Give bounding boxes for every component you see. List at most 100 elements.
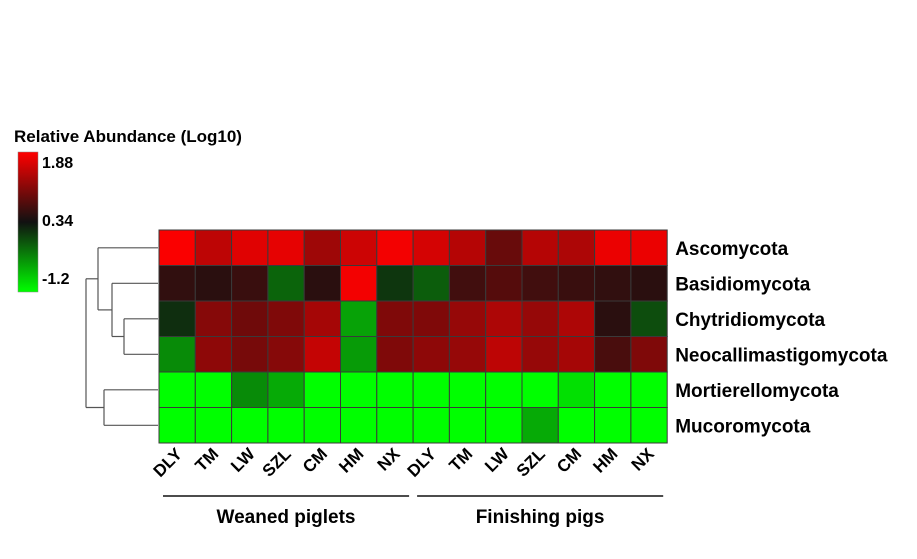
heatmap-cell bbox=[194, 229, 233, 266]
row-dendrogram bbox=[85, 247, 158, 426]
heatmap-cell bbox=[340, 407, 378, 444]
group-label: Finishing pigs bbox=[476, 507, 605, 528]
heatmap-cell bbox=[557, 407, 596, 444]
colorbar-tick-mid: 0.34 bbox=[42, 213, 73, 230]
heatmap-cell bbox=[267, 229, 305, 266]
column-label: HM bbox=[335, 444, 367, 476]
heatmap-cell bbox=[594, 371, 632, 408]
group-brackets: Weaned piglets Finishing pigs bbox=[163, 495, 664, 528]
heatmap-cell bbox=[557, 300, 596, 337]
heatmap-cell bbox=[594, 407, 632, 444]
heatmap-cell bbox=[594, 265, 632, 302]
heatmap-cell bbox=[376, 407, 414, 444]
heatmap-cell bbox=[485, 407, 523, 444]
row-label: Neocallimastigomycota bbox=[675, 345, 888, 366]
column-label: HM bbox=[589, 444, 621, 476]
heatmap-cell bbox=[485, 371, 523, 408]
heatmap-cell bbox=[412, 407, 450, 444]
heatmap-cell bbox=[412, 336, 450, 373]
column-label: SZL bbox=[259, 444, 295, 480]
heatmap-cell bbox=[521, 300, 559, 337]
heatmap-cell bbox=[267, 371, 305, 408]
heatmap-cell bbox=[267, 300, 305, 337]
heatmap-cell bbox=[521, 229, 559, 266]
heatmap-cell bbox=[267, 265, 305, 302]
heatmap-cell bbox=[630, 407, 668, 444]
row-label: Ascomycota bbox=[675, 239, 788, 260]
heatmap-cell bbox=[158, 229, 196, 266]
heatmap-cell bbox=[630, 265, 668, 302]
heatmap-cell bbox=[340, 265, 378, 302]
heatmap-cell bbox=[194, 371, 233, 408]
heatmap-cell bbox=[630, 229, 668, 266]
heatmap-cell bbox=[158, 371, 196, 408]
row-label: Chytridiomycota bbox=[675, 310, 825, 331]
heatmap-cell bbox=[303, 229, 342, 266]
heatmap-cell bbox=[231, 300, 269, 337]
column-label: LW bbox=[227, 444, 259, 476]
heatmap-cell bbox=[267, 336, 305, 373]
row-label: Mortierellomycota bbox=[675, 381, 839, 402]
heatmap-cell bbox=[448, 336, 487, 373]
heatmap-cell bbox=[412, 229, 450, 266]
heatmap-cell bbox=[158, 265, 196, 302]
column-label: DLY bbox=[404, 444, 441, 481]
heatmap-cell bbox=[630, 336, 668, 373]
heatmap-cell bbox=[485, 229, 523, 266]
heatmap-cell bbox=[557, 336, 596, 373]
heatmap-cell bbox=[485, 336, 523, 373]
heatmap-cell bbox=[557, 265, 596, 302]
column-label: DLY bbox=[150, 444, 187, 481]
heatmap-cell bbox=[485, 265, 523, 302]
column-label: NX bbox=[628, 444, 659, 475]
heatmap-cell bbox=[521, 371, 559, 408]
heatmap-cell bbox=[340, 300, 378, 337]
heatmap-cell bbox=[521, 407, 559, 444]
heatmap-cell bbox=[303, 300, 342, 337]
heatmap-cell bbox=[303, 336, 342, 373]
heatmap-cell bbox=[340, 229, 378, 266]
heatmap-cell bbox=[448, 407, 487, 444]
heatmap-cell bbox=[303, 371, 342, 408]
column-label: NX bbox=[374, 444, 405, 475]
column-labels: DLY TM LW SZL CM HM NX DLY TM LW SZL CM HM NX bbox=[150, 444, 659, 481]
heatmap-cell bbox=[521, 336, 559, 373]
heatmap-cells bbox=[158, 229, 668, 444]
heatmap-cell bbox=[194, 407, 233, 444]
colorbar-tick-min: -1.2 bbox=[42, 271, 70, 288]
heatmap-cell bbox=[521, 265, 559, 302]
heatmap-cell bbox=[376, 371, 414, 408]
colorbar-title: Relative Abundance (Log10) bbox=[14, 127, 242, 146]
column-label: LW bbox=[481, 444, 513, 476]
heatmap-cell bbox=[158, 336, 196, 373]
heatmap-cell bbox=[194, 300, 233, 337]
heatmap-cell bbox=[448, 229, 487, 266]
heatmap-cell bbox=[630, 300, 668, 337]
heatmap-cell bbox=[448, 300, 487, 337]
row-labels: Ascomycota Basidiomycota Chytridiomycota Ne… bbox=[675, 239, 888, 438]
heatmap-cell bbox=[231, 229, 269, 266]
column-label: TM bbox=[446, 444, 477, 475]
heatmap-cell bbox=[231, 407, 269, 444]
heatmap-cell bbox=[412, 371, 450, 408]
heatmap-cell bbox=[448, 265, 487, 302]
heatmap-cell bbox=[594, 336, 632, 373]
column-label: CM bbox=[299, 444, 331, 476]
heatmap-cell bbox=[158, 407, 196, 444]
heatmap-cell bbox=[231, 371, 269, 408]
heatmap-cell bbox=[231, 336, 269, 373]
colorbar-tick-max: 1.88 bbox=[42, 155, 73, 172]
heatmap-cell bbox=[376, 229, 414, 266]
heatmap-cell bbox=[340, 371, 378, 408]
heatmap-cell bbox=[376, 265, 414, 302]
heatmap-cell bbox=[557, 371, 596, 408]
heatmap-cell bbox=[412, 265, 450, 302]
heatmap-cell bbox=[594, 229, 632, 266]
heatmap-cell bbox=[376, 336, 414, 373]
heatmap-cell bbox=[231, 265, 269, 302]
heatmap-cell bbox=[412, 300, 450, 337]
heatmap-cell bbox=[303, 265, 342, 302]
column-label: TM bbox=[192, 444, 223, 475]
heatmap-cell bbox=[376, 300, 414, 337]
